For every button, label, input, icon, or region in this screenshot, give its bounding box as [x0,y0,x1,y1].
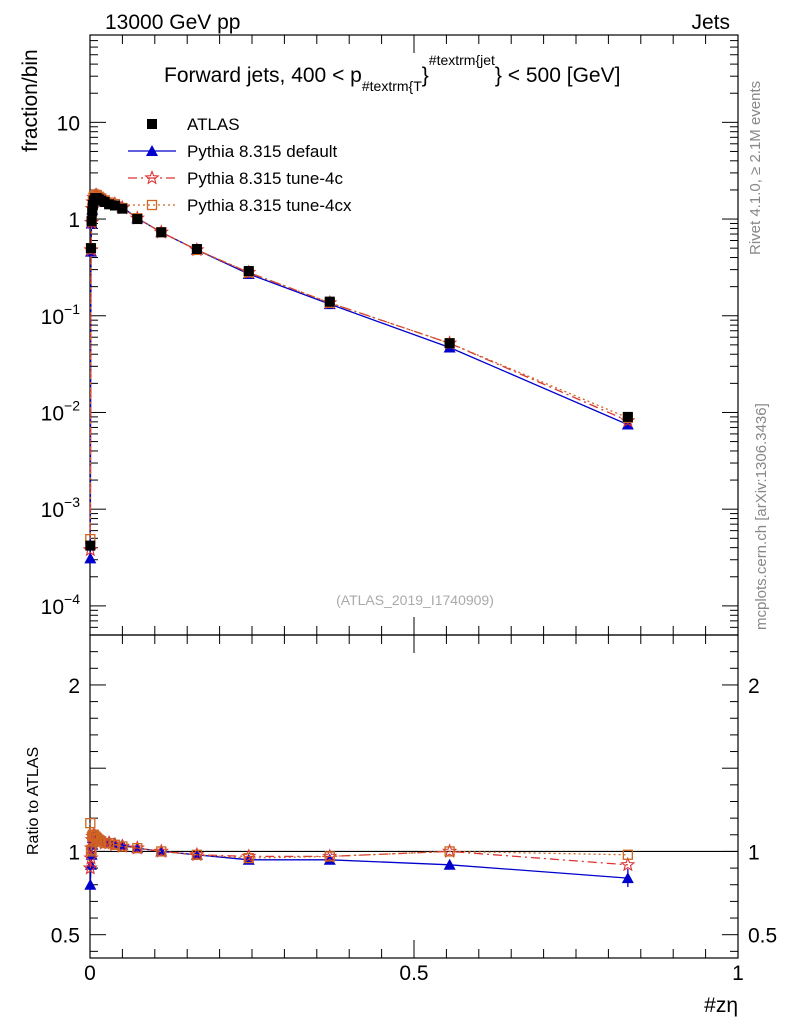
ratio-y-tick-label: 0.5 [51,925,80,948]
axis-ticks [89,34,739,958]
ratio-line-pythia-8-315-default [89,834,628,885]
title-pre: Forward jets, 400 < p [164,64,362,87]
x-tick-label: 0.5 [399,962,428,985]
ratio-ylabel: Ratio to ATLAS [25,747,42,855]
point-atlas [324,296,335,307]
main-y-tick-exponent: −2 [64,397,80,413]
main-y-tick-mantissa: 10 [41,499,64,522]
line-pythia-8-315-default [89,194,629,559]
point-atlas [85,540,96,551]
ratio-y-tick-label-right: 0.5 [748,925,777,948]
ratio-point-pythia-8-315-tune-4cx [243,852,254,864]
point-atlas [87,206,98,217]
ratio-series [82,817,636,890]
title-post: } < 500 [GeV] [495,64,621,87]
header-right: Jets [691,11,730,34]
ratio-point-pythia-8-315-tune-4c [82,860,98,875]
main-y-tick-mantissa: 10 [41,596,64,619]
ratio-y-tick-label: 1 [68,841,80,864]
ratio-point-pythia-8-315-tune-4cx [109,839,121,850]
line-pythia-8-315-tune-4c [89,194,629,550]
main-ylabel: fraction/bin [19,49,42,152]
legend: ATLAS Pythia 8.315 default Pythia 8.315 tu… [128,115,352,215]
point-atlas [191,244,202,255]
ratio-y-tick-label: 2 [68,675,80,698]
ratio-point-pythia-8-315-tune-4cx [622,849,633,860]
legend-marker-pythia-8-315-default [146,145,158,156]
main-y-tick-label: 10−3 [41,494,81,522]
analysis-watermark: (ATLAS_2019_I1740909) [336,592,494,608]
point-atlas [622,411,633,422]
x-tick-label: 0 [84,962,96,985]
legend-label-pythia-8-315-tune-4cx: Pythia 8.315 tune-4cx [187,196,352,215]
legend-marker-atlas [147,119,157,129]
point-atlas [86,216,97,227]
main-y-tick-exponent: −4 [64,591,80,607]
x-tick-label: 1 [732,962,744,985]
mcplots-label: mcplots.cern.ch [arXiv:1306.3436] [753,403,770,630]
ratio-line-pythia-8-315-tune-4c [89,833,628,869]
line-pythia-8-315-tune-4cx [89,194,629,540]
ratio-point-pythia-8-315-tune-4cx [132,842,143,854]
title-sub: #textrm{T [362,78,422,94]
main-y-tick-mantissa: 10 [41,402,64,425]
point-atlas [117,203,128,214]
legend-marker-pythia-8-315-tune-4c [144,169,160,185]
main-y-tick-exponent: −3 [64,494,80,510]
ratio-point-pythia-8-315-tune-4cx [444,846,455,857]
ratio-point-pythia-8-315-tune-4cx [156,846,167,857]
point-atlas [156,227,167,238]
rivet-label: Rivet 4.1.0, ≥ 2.1M events [747,81,764,255]
ratio-point-pythia-8-315-tune-4c [620,856,636,872]
ratio-point-pythia-8-315-tune-4cx [86,844,97,855]
ratio-point-pythia-8-315-tune-4cx [117,841,128,852]
ratio-frame [89,634,739,959]
ratio-point-pythia-8-315-default [84,878,97,890]
point-atlas [109,200,120,211]
point-atlas [132,214,143,225]
legend-label-atlas: ATLAS [187,115,240,134]
ratio-point-pythia-8-315-default [443,858,456,870]
main-y-tick-label: 10−4 [41,591,81,619]
point-pythia-8-315-default [84,552,97,564]
main-y-tick-label: 10−1 [41,301,81,329]
header-left: 13000 GeV pp [105,11,240,34]
point-atlas [444,338,455,349]
point-atlas [104,199,115,210]
main-y-tick-label: 1 [68,209,80,232]
ratio-point-pythia-8-315-tune-4cx [324,851,335,862]
point-atlas [85,243,96,254]
ratio-point-pythia-8-315-tune-4cx [96,836,107,847]
main-y-tick-label: 10 [57,112,80,135]
title-close: } [422,64,429,87]
xlabel: #zη [704,994,738,1017]
main-y-tick-label: 10−2 [41,397,81,425]
legend-label-pythia-8-315-tune-4c: Pythia 8.315 tune-4c [187,169,343,188]
data-series [82,187,636,564]
main-y-tick-mantissa: 10 [41,306,64,329]
ratio-point-pythia-8-315-tune-4cx [103,837,115,849]
main-y-tick-exponent: −1 [64,301,80,317]
ratio-point-pythia-8-315-tune-4cx [85,817,96,829]
legend-marker-pythia-8-315-tune-4cx [146,199,158,211]
legend-label-pythia-8-315-default: Pythia 8.315 default [187,142,338,161]
ratio-point-pythia-8-315-tune-4cx [93,834,104,845]
ratio-y-tick-label-right: 1 [748,841,760,864]
title-sup: #textrm{jet [429,52,495,68]
plot-title: Forward jets, 400 < p#textrm{T}#textrm{j… [164,52,620,94]
ratio-point-pythia-8-315-tune-4cx [191,849,203,860]
point-atlas [243,266,254,277]
ratio-y-tick-label-right: 2 [748,675,760,698]
